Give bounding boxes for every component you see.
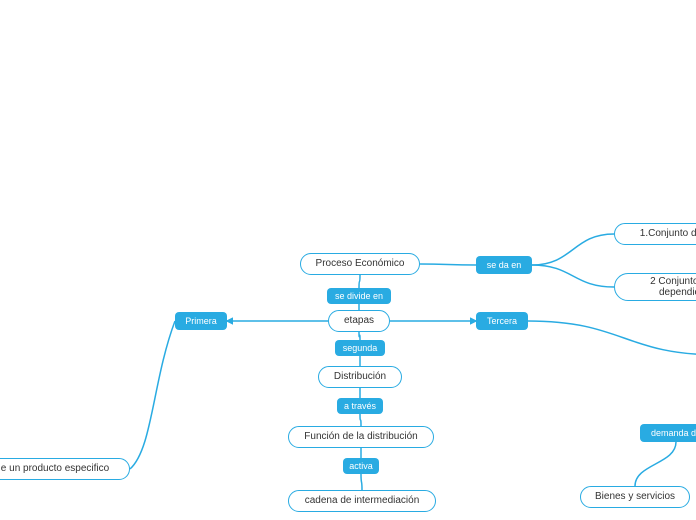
edge — [635, 442, 676, 486]
node-etapas: etapas — [328, 310, 390, 332]
node-funcion: Función de la distribución — [288, 426, 434, 448]
node-demanda: demanda de — [640, 424, 696, 442]
node-cadena: cadena de intermediación — [288, 490, 436, 512]
edge — [528, 321, 696, 355]
node-segunda: segunda — [335, 340, 385, 356]
node-conj2: 2 Conjunto de f…dependientes — [614, 273, 696, 301]
node-producto: e un producto especifico — [0, 458, 130, 480]
node-tercera: Tercera — [476, 312, 528, 330]
node-conj1: 1.Conjunto de act… — [614, 223, 696, 245]
node-primera: Primera — [175, 312, 227, 330]
edge — [360, 414, 361, 426]
node-proceso: Proceso Económico — [300, 253, 420, 275]
edge — [361, 474, 362, 490]
edge — [532, 234, 614, 265]
node-sedivide: se divide en — [327, 288, 391, 304]
edge — [359, 332, 360, 340]
edge — [359, 275, 360, 288]
node-atraves: a través — [337, 398, 383, 414]
edge — [130, 321, 175, 469]
node-sedaen: se da en — [476, 256, 532, 274]
node-distrib: Distribución — [318, 366, 402, 388]
node-activa: activa — [343, 458, 379, 474]
node-bienes: Bienes y servicios — [580, 486, 690, 508]
edge — [420, 264, 476, 265]
edge — [532, 265, 614, 287]
